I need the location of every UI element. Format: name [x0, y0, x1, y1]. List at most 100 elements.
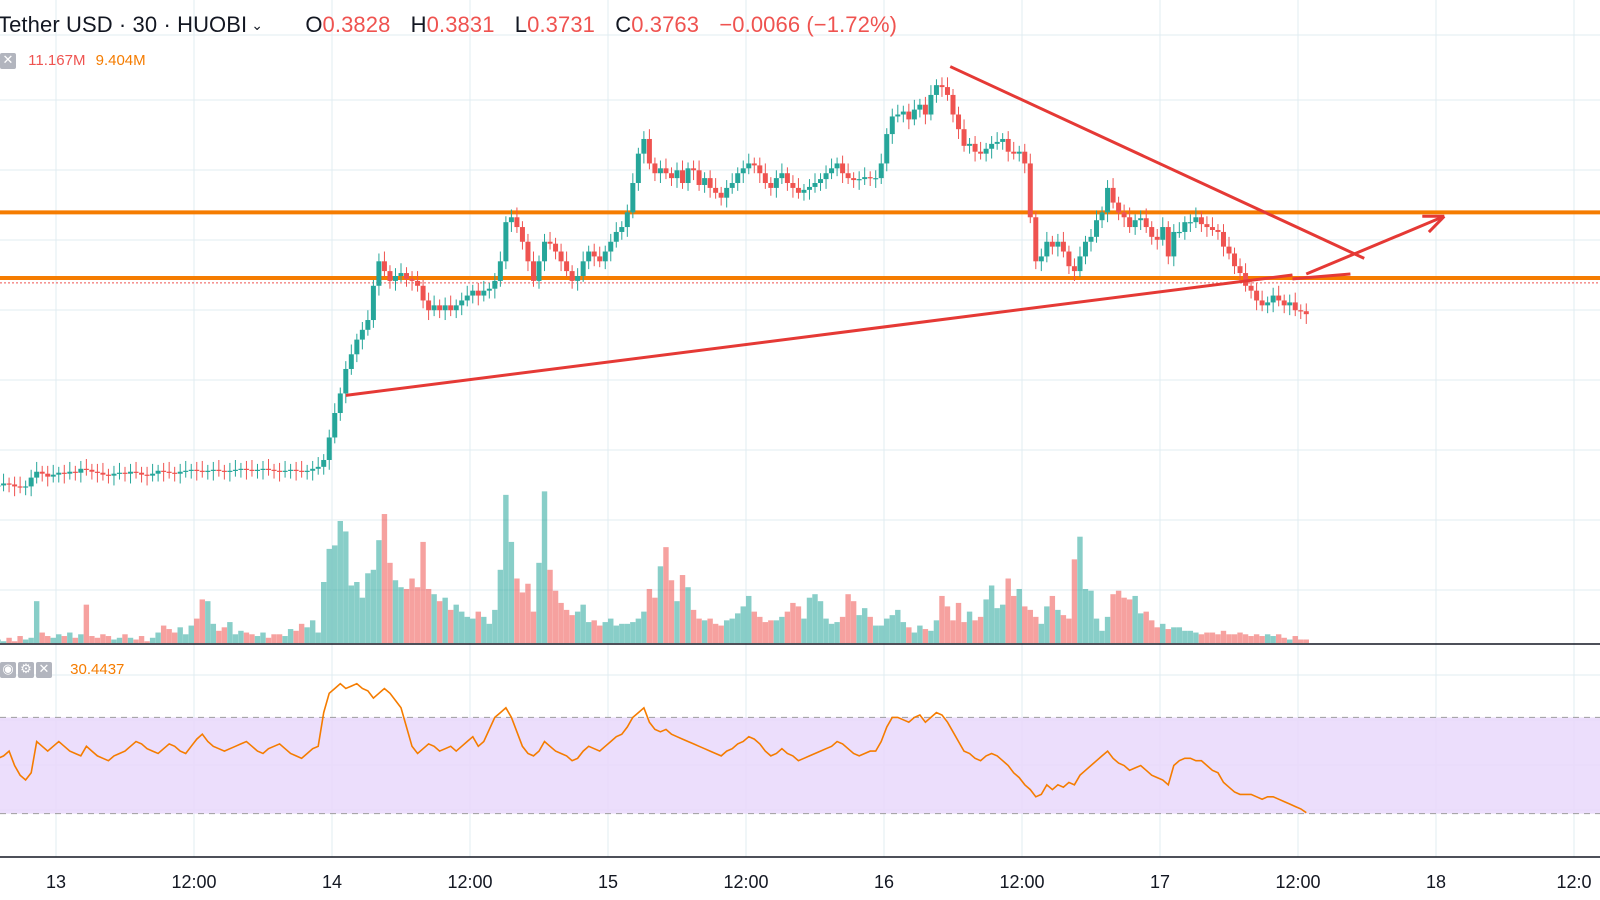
candle-body	[1276, 295, 1282, 301]
close-icon[interactable]: ✕	[36, 662, 52, 679]
volume-bar	[293, 630, 299, 643]
volume-bar	[574, 611, 581, 643]
candle-body	[277, 470, 283, 472]
volume-bar	[133, 639, 139, 643]
candle-body	[133, 471, 139, 473]
volume-bar	[1077, 536, 1083, 643]
candle-body	[1066, 251, 1072, 267]
volume-bar	[1226, 634, 1232, 643]
candle-body	[1298, 310, 1304, 312]
candle-body	[564, 261, 570, 272]
volume-bar	[624, 623, 631, 643]
candle-body	[602, 251, 608, 262]
candle-body	[840, 163, 846, 174]
candle-body	[746, 163, 752, 169]
volume-bar	[547, 569, 553, 643]
volume-bar	[205, 601, 211, 643]
candle-body	[67, 471, 73, 474]
candle-body	[188, 469, 194, 471]
candle-body	[1127, 217, 1133, 228]
volume-value-2: 9.404M	[95, 52, 146, 69]
open-label: O	[305, 12, 323, 37]
volume-bar	[1022, 606, 1028, 643]
candle-body	[713, 187, 719, 193]
volume-bar	[326, 548, 332, 643]
candle-body	[691, 168, 697, 171]
volume-bar	[701, 620, 708, 643]
candle-body	[288, 469, 294, 471]
candle-body	[580, 261, 586, 276]
volume-bar	[983, 599, 989, 643]
volume-bar	[1160, 623, 1166, 643]
candle-body	[404, 273, 410, 279]
x-tick-label: 12:0	[1556, 872, 1591, 892]
volume-bar	[679, 575, 686, 643]
candle-body	[12, 484, 18, 487]
volume-bar	[348, 585, 355, 643]
x-tick-label: 16	[874, 872, 894, 892]
volume-bar	[839, 616, 846, 643]
volume-bar	[834, 622, 840, 643]
volume-bar	[39, 632, 45, 643]
volume-bar	[216, 630, 222, 643]
x-tick-label: 12:00	[1275, 872, 1320, 892]
volume-bar	[183, 634, 189, 643]
volume-bar	[895, 609, 901, 643]
symbol-title[interactable]: Tether USD · 30 · HUOBI	[0, 12, 248, 37]
volume-bar	[1149, 620, 1155, 643]
candle-body	[1088, 236, 1094, 242]
candle-body	[45, 473, 51, 477]
volume-bar	[779, 616, 785, 643]
candle-body	[801, 189, 807, 193]
volume-bar	[56, 634, 62, 643]
candle-body	[481, 290, 487, 296]
x-tick-label: 12:00	[171, 872, 216, 892]
close-icon[interactable]: ✕	[0, 53, 16, 70]
arrow-head	[1427, 215, 1446, 234]
volume-bar	[1220, 630, 1227, 643]
high-label: H	[410, 12, 427, 37]
volume-bar	[1209, 632, 1216, 643]
volume-bar	[530, 611, 537, 643]
volume-bar	[1292, 636, 1298, 643]
candle-body	[542, 241, 548, 262]
volume-bar	[630, 622, 636, 643]
volume-bar	[977, 616, 984, 643]
volume-bar	[1270, 636, 1276, 643]
gear-icon[interactable]: ⚙	[18, 662, 34, 679]
candle-body	[310, 468, 316, 471]
candle-body	[1049, 241, 1055, 247]
candle-body	[740, 168, 746, 174]
chevron-down-icon[interactable]: ⌄	[251, 17, 264, 33]
volume-bar	[409, 578, 415, 643]
volume-bar	[746, 595, 752, 643]
eye-icon[interactable]: ◉	[0, 662, 16, 679]
volume-bar	[514, 578, 520, 643]
candle-body	[812, 183, 818, 187]
candle-body	[321, 459, 327, 467]
low-value: 0.3731	[527, 12, 595, 37]
volume-bar	[845, 594, 851, 643]
candle-body	[89, 469, 95, 472]
volume-bar	[972, 620, 978, 643]
volume-bar	[757, 616, 763, 643]
candle-body	[100, 472, 106, 475]
volume-bar	[762, 622, 769, 643]
candle-body	[409, 278, 415, 281]
volume-bar	[260, 632, 266, 643]
volume-bar	[1071, 559, 1078, 643]
volume-bar	[447, 609, 454, 643]
candle-body	[575, 275, 581, 281]
candle-body	[1033, 217, 1039, 262]
volume-bar	[1171, 627, 1177, 643]
volume-bar	[1132, 595, 1138, 643]
volume-bar	[100, 634, 106, 643]
volume-bar	[1137, 613, 1144, 643]
candle-body	[1220, 231, 1226, 247]
candle-body	[1121, 212, 1127, 218]
volume-bar	[381, 514, 388, 643]
candle-body	[420, 285, 426, 301]
volume-bar	[232, 634, 239, 643]
volume-bar	[403, 588, 410, 643]
